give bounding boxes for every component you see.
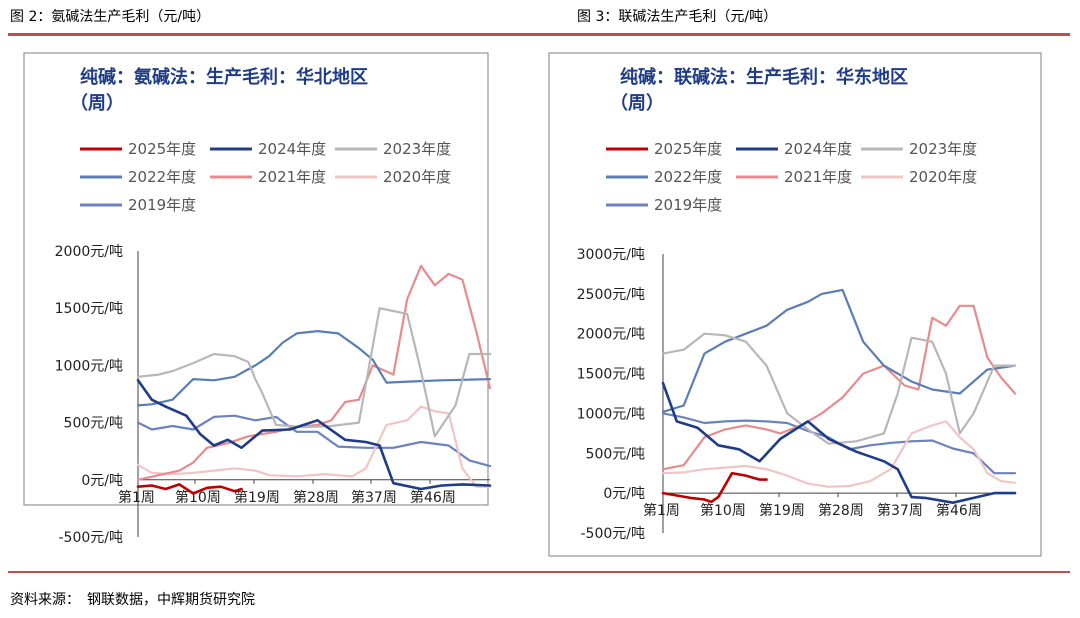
- series-line-2024年度: [136, 379, 492, 491]
- legend-label: 2023年度: [909, 140, 977, 158]
- legend-item: 2019年度: [606, 196, 722, 214]
- legend-label: 2024年度: [258, 140, 326, 158]
- legend-label: 2022年度: [128, 168, 196, 186]
- legend-item: 2024年度: [210, 140, 326, 158]
- legend-label: 2025年度: [654, 140, 722, 158]
- series-line-2020年度: [136, 405, 492, 488]
- x-tick-label: 第1周: [118, 489, 155, 506]
- chart-2: 纯碱：联碱法：生产毛利：华东地区 （周） 2025年度 2024年度 2023年度 202…: [548, 52, 1042, 557]
- y-tick-label: 2000元/吨: [577, 327, 645, 343]
- y-tick-label: -500元/吨: [581, 526, 646, 542]
- x-tick-label: 第46周: [936, 502, 982, 519]
- legend-label: 2020年度: [383, 168, 451, 186]
- series-line-2025年度: [136, 483, 243, 495]
- y-tick-label: 1500元/吨: [55, 301, 123, 317]
- x-tick-label: 第10周: [175, 489, 221, 506]
- legend-label: 2023年度: [383, 140, 451, 158]
- x-tick-label: 第37周: [351, 489, 397, 506]
- series-line-2023年度: [661, 332, 1017, 445]
- legend-item: 2020年度: [335, 168, 451, 186]
- x-tick-label: 第28周: [818, 502, 864, 519]
- source-note: 资料来源： 钢联数据，中辉期货研究院: [10, 592, 255, 608]
- chart-title-line: （周）: [70, 93, 124, 114]
- series-line-2019年度: [136, 414, 492, 468]
- x-tick-label: 第28周: [293, 489, 339, 506]
- legend-label: 2022年度: [654, 168, 722, 186]
- series-line-2025年度: [661, 471, 768, 504]
- series-line-2022年度: [136, 330, 492, 407]
- legend-item: 2021年度: [736, 168, 852, 186]
- series-line-2024年度: [661, 381, 1017, 504]
- figure-caption-left: 图 2：氨碱法生产毛利（元/吨）: [10, 9, 211, 25]
- y-tick-label: 0元/吨: [603, 486, 645, 502]
- legend-item: 2019年度: [80, 196, 196, 214]
- chart-title-line: 纯碱：氨碱法：生产毛利：华北地区: [80, 66, 368, 88]
- series-line-2023年度: [136, 307, 492, 438]
- legend-label: 2019年度: [654, 196, 722, 214]
- legend-label: 2021年度: [784, 168, 852, 186]
- series-line-2021年度: [136, 264, 492, 481]
- chart-frame: [548, 52, 1042, 557]
- legend-item: 2024年度: [736, 140, 852, 158]
- y-tick-label: -500元/吨: [59, 530, 124, 546]
- y-tick-label: 2500元/吨: [577, 287, 645, 303]
- chart-title-line: （周）: [610, 93, 664, 114]
- legend-item: 2025年度: [80, 140, 196, 158]
- chart-frame: [23, 52, 489, 506]
- y-tick-label: 1000元/吨: [55, 358, 123, 374]
- x-tick-label: 第19周: [759, 502, 805, 519]
- legend-item: 2022年度: [606, 168, 722, 186]
- y-tick-label: 1500元/吨: [577, 367, 645, 383]
- series-line-2021年度: [661, 304, 1017, 471]
- x-tick-label: 第46周: [410, 489, 456, 506]
- figure-caption-right: 图 3：联碱法生产毛利（元/吨）: [577, 9, 778, 25]
- legend-item: 2022年度: [80, 168, 196, 186]
- chart-1: 纯碱：氨碱法：生产毛利：华北地区 （周） 2025年度 2024年度 2023年度 202…: [23, 52, 492, 546]
- x-tick-label: 第37周: [877, 502, 923, 519]
- series-line-2020年度: [661, 420, 1017, 488]
- legend-item: 2021年度: [210, 168, 326, 186]
- legend-label: 2019年度: [128, 196, 196, 214]
- y-tick-label: 3000元/吨: [577, 247, 645, 263]
- x-tick-label: 第1周: [643, 502, 680, 519]
- legend-item: 2023年度: [335, 140, 451, 158]
- y-tick-label: 0元/吨: [81, 473, 123, 489]
- series-line-2022年度: [661, 288, 1017, 413]
- top-divider: [8, 33, 1070, 36]
- bottom-divider: [8, 571, 1070, 573]
- y-tick-label: 500元/吨: [64, 416, 123, 432]
- y-tick-label: 2000元/吨: [55, 244, 123, 260]
- legend-label: 2021年度: [258, 168, 326, 186]
- y-tick-label: 1000元/吨: [577, 406, 645, 422]
- legend-label: 2020年度: [909, 168, 977, 186]
- legend-label: 2024年度: [784, 140, 852, 158]
- x-tick-label: 第10周: [700, 502, 746, 519]
- chart-title-line: 纯碱：联碱法：生产毛利：华东地区: [620, 66, 908, 88]
- legend-item: 2025年度: [606, 140, 722, 158]
- legend-item: 2023年度: [861, 140, 977, 158]
- y-tick-label: 500元/吨: [586, 446, 645, 462]
- x-tick-label: 第19周: [234, 489, 280, 506]
- legend-item: 2020年度: [861, 168, 977, 186]
- legend-label: 2025年度: [128, 140, 196, 158]
